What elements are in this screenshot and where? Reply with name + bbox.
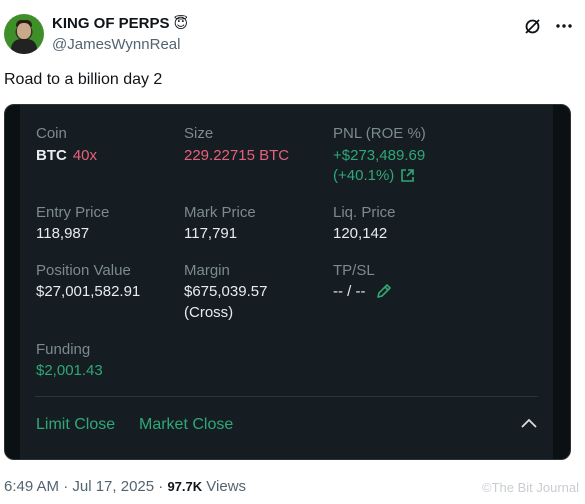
size-label: Size [184, 125, 214, 142]
tweet-meta: 6:49 AM · Jul 17, 2025 · 97.7K Views [4, 478, 246, 495]
roe-row: (+40.1%) [333, 167, 415, 184]
position-panel: Coin BTC 40x Size 229.22715 BTC PNL (ROE … [20, 105, 553, 459]
mark-price-label: Mark Price [184, 204, 256, 221]
position-value-label: Position Value [36, 262, 131, 279]
views-label: Views [202, 478, 247, 495]
entry-price-value: 118,987 [36, 225, 90, 242]
pnl-value: +$273,489.69 [333, 147, 426, 164]
leverage-badge: 40x [72, 147, 98, 164]
liq-price-label: Liq. Price [333, 204, 396, 221]
limit-close-button[interactable]: Limit Close [36, 416, 116, 433]
share-icon[interactable] [400, 168, 415, 183]
user-handle[interactable]: @JamesWynnReal [52, 36, 181, 53]
position-card-image[interactable]: Coin BTC 40x Size 229.22715 BTC PNL (ROE … [4, 104, 571, 460]
watermark: ©The Bit Journal [481, 480, 579, 495]
mark-price-value: 117,791 [184, 225, 238, 242]
entry-price-label: Entry Price [36, 204, 110, 221]
angel-emoji: 😇 [173, 15, 189, 31]
coin-symbol: BTC [36, 147, 67, 164]
tweet-text: Road to a billion day 2 [4, 71, 163, 88]
divider [35, 396, 538, 397]
display-name[interactable]: KING OF PERPS [52, 15, 170, 32]
size-value: 229.22715 BTC [184, 147, 290, 164]
tpsl-label: TP/SL [333, 262, 375, 279]
funding-label: Funding [36, 341, 91, 358]
liq-price-value: 120,142 [333, 225, 388, 242]
avatar[interactable] [4, 14, 44, 54]
funding-value: $2,001.43 [36, 362, 103, 379]
name-row: KING OF PERPS 😇 [52, 15, 188, 32]
tpsl-value: -- / -- [333, 283, 366, 300]
tpsl-row: -- / -- [333, 283, 392, 300]
pnl-label: PNL (ROE %) [333, 125, 426, 142]
margin-label: Margin [184, 262, 230, 279]
market-close-button[interactable]: Market Close [139, 416, 234, 433]
edit-pencil-icon[interactable] [375, 283, 392, 300]
margin-mode: (Cross) [184, 304, 234, 321]
chevron-up-icon[interactable] [519, 416, 539, 430]
margin-value: $675,039.57 [184, 283, 268, 300]
position-value-value: $27,001,582.91 [36, 283, 141, 300]
more-icon[interactable] [555, 17, 573, 35]
grok-icon[interactable] [523, 17, 541, 35]
views-count: 97.7K [167, 479, 203, 494]
tweet-time[interactable]: 6:49 AM · Jul 17, 2025 · [4, 478, 168, 495]
header-actions [523, 17, 573, 35]
coin-value: BTC 40x [36, 147, 97, 164]
tweet-header: KING OF PERPS 😇 @JamesWynnReal [4, 14, 579, 56]
coin-label: Coin [36, 125, 67, 142]
roe-value: (+40.1%) [333, 167, 395, 184]
